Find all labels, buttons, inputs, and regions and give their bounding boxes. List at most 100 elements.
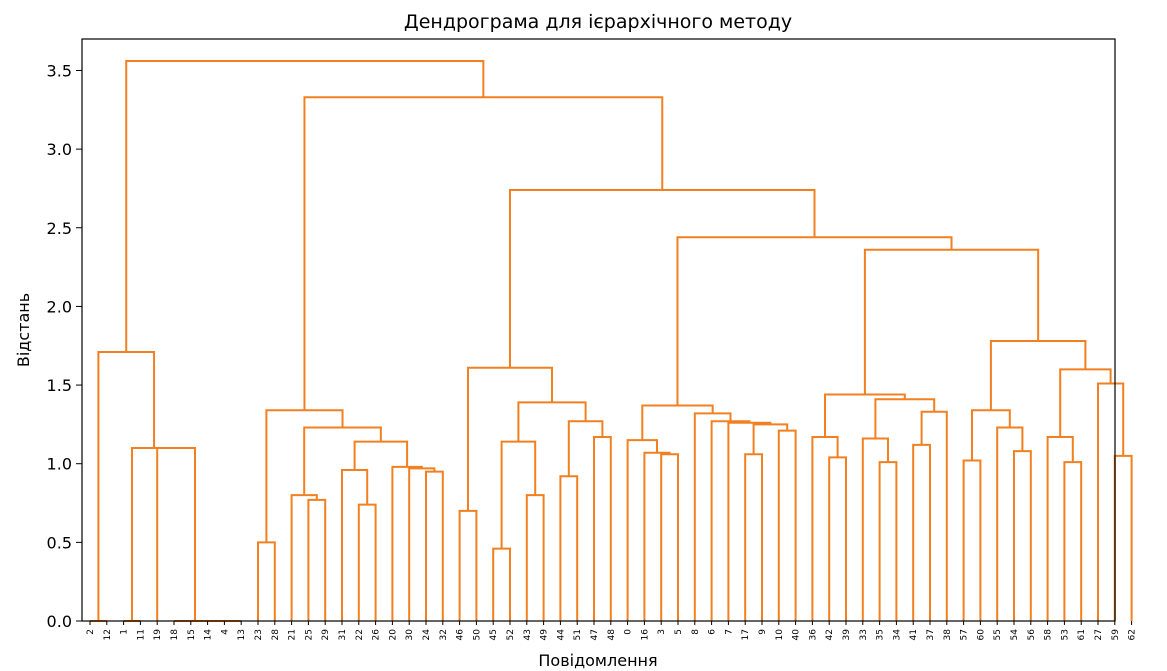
- leaf-label: 49: [540, 629, 550, 641]
- leaf-label: 31: [338, 629, 348, 640]
- leaf-label: 6: [708, 629, 718, 635]
- leaf-label: 30: [405, 629, 415, 641]
- x-axis: 2 12 1 11 19 18 15 14 4 13 23 28 21 25 29 31 22 26 20 30 24 3…: [86, 621, 1138, 640]
- dendrogram-link: [131, 446, 177, 621]
- dendrogram-link: [1046, 435, 1074, 621]
- y-tick-label: 2.5: [47, 219, 72, 238]
- y-tick-label: 3.0: [47, 140, 72, 159]
- y-tick-label: 3.5: [47, 61, 72, 80]
- dendrogram-link: [811, 435, 839, 621]
- leaf-label: 5: [674, 629, 684, 635]
- dendrogram-link: [777, 429, 797, 621]
- dendrogram-link: [492, 547, 511, 621]
- leaf-label: 43: [523, 629, 533, 640]
- leaf-label: 12: [103, 629, 113, 640]
- leaf-label: 32: [439, 629, 449, 640]
- dendrogram-link: [156, 446, 196, 621]
- leaf-label: 47: [590, 629, 600, 640]
- leaf-label: 33: [859, 629, 869, 640]
- dendrogram-link: [290, 494, 318, 621]
- dendrogram-link: [1097, 382, 1125, 621]
- leaf-label: 50: [472, 629, 482, 641]
- x-axis-title: Повідомлення: [538, 651, 657, 670]
- dendrogram-link: [920, 410, 948, 621]
- dendrogram-link: [660, 453, 679, 621]
- dendrogram-link: [626, 439, 658, 621]
- leaf-label: 27: [1094, 629, 1104, 640]
- dendrogram-link: [408, 467, 436, 621]
- leaf-label: 29: [321, 629, 331, 641]
- leaf-label: 45: [489, 629, 499, 640]
- leaf-label: 61: [1077, 629, 1087, 640]
- dendrogram-link: [744, 453, 763, 621]
- leaf-label: 14: [204, 629, 214, 641]
- leaf-label: 7: [724, 629, 734, 635]
- leaf-label: 57: [960, 629, 970, 640]
- y-axis: 0.0 0.5 1.0 1.5 2.0 2.5 3.0 3.5: [47, 61, 82, 631]
- dendrogram-link: [509, 189, 816, 368]
- dendrogram-link: [1059, 368, 1112, 437]
- plot-frame: [81, 38, 1116, 622]
- y-tick-label: 1.5: [47, 376, 72, 395]
- leaf-label: 51: [573, 629, 583, 640]
- leaf-label: 52: [506, 629, 516, 640]
- chart-title: Дендрограма для ієрархічного методу: [404, 11, 792, 33]
- y-tick-label: 0.0: [47, 612, 72, 631]
- leaf-label: 22: [355, 629, 365, 640]
- leaf-label: 41: [909, 629, 919, 640]
- dendrogram-link: [874, 398, 936, 439]
- dendrogram-link: [989, 340, 1087, 411]
- dendrogram-link: [727, 421, 772, 621]
- leaf-label: 37: [926, 629, 936, 640]
- dendrogram-link: [567, 420, 604, 477]
- leaf-label: 17: [741, 629, 751, 640]
- dendrogram-link: [458, 509, 478, 621]
- leaf-label: 19: [153, 629, 163, 641]
- leaf-label: 9: [758, 629, 768, 635]
- dendrogram-link: [1013, 450, 1032, 621]
- dendrogram-link: [863, 248, 1040, 395]
- leaf-label: 46: [456, 629, 466, 641]
- dendrogram-link: [517, 401, 587, 442]
- dendrogram-link: [710, 420, 751, 621]
- leaf-label: 59: [1111, 629, 1121, 641]
- leaf-label: 10: [775, 629, 785, 641]
- dendrogram-link: [643, 451, 671, 621]
- dendrogram-link: [912, 443, 931, 621]
- dendrogram-link: [641, 404, 714, 441]
- leaf-label: 4: [220, 629, 230, 635]
- leaf-label: 23: [254, 629, 264, 640]
- dendrogram-link: [97, 351, 156, 621]
- leaf-label: 21: [288, 629, 298, 640]
- leaf-label: 28: [271, 629, 281, 641]
- dendrogram-link: [353, 440, 409, 470]
- dendrogram-links: [90, 60, 1133, 622]
- leaf-label: 3: [657, 629, 667, 635]
- leaf-label: 18: [170, 629, 180, 641]
- dendrogram-link: [1113, 454, 1133, 621]
- leaf-label: 13: [237, 629, 247, 640]
- dendrogram-link: [593, 435, 612, 621]
- dendrogram-link: [693, 412, 732, 621]
- leaf-label: 15: [187, 629, 197, 640]
- leaf-label: 58: [1044, 629, 1054, 641]
- dendrogram-link: [391, 465, 423, 621]
- leaf-label: 36: [808, 629, 818, 641]
- leaf-label: 34: [892, 629, 902, 641]
- leaf-label: 26: [372, 629, 382, 641]
- y-tick-label: 1.0: [47, 455, 72, 474]
- dendrogram-link: [559, 475, 579, 621]
- dendrogram-link: [525, 494, 545, 621]
- leaf-label: 53: [1060, 629, 1070, 640]
- dendrogram-link: [425, 470, 444, 621]
- leaf-label: 24: [422, 629, 432, 641]
- leaf-label: 25: [304, 629, 314, 640]
- leaf-label: 42: [825, 629, 835, 640]
- dendrogram-link: [752, 423, 789, 455]
- dendrogram-link: [1063, 461, 1083, 621]
- dendrogram-link: [828, 456, 847, 621]
- leaf-label: 1: [120, 629, 130, 635]
- leaf-label: 11: [136, 629, 146, 640]
- dendrogram-link: [357, 503, 377, 621]
